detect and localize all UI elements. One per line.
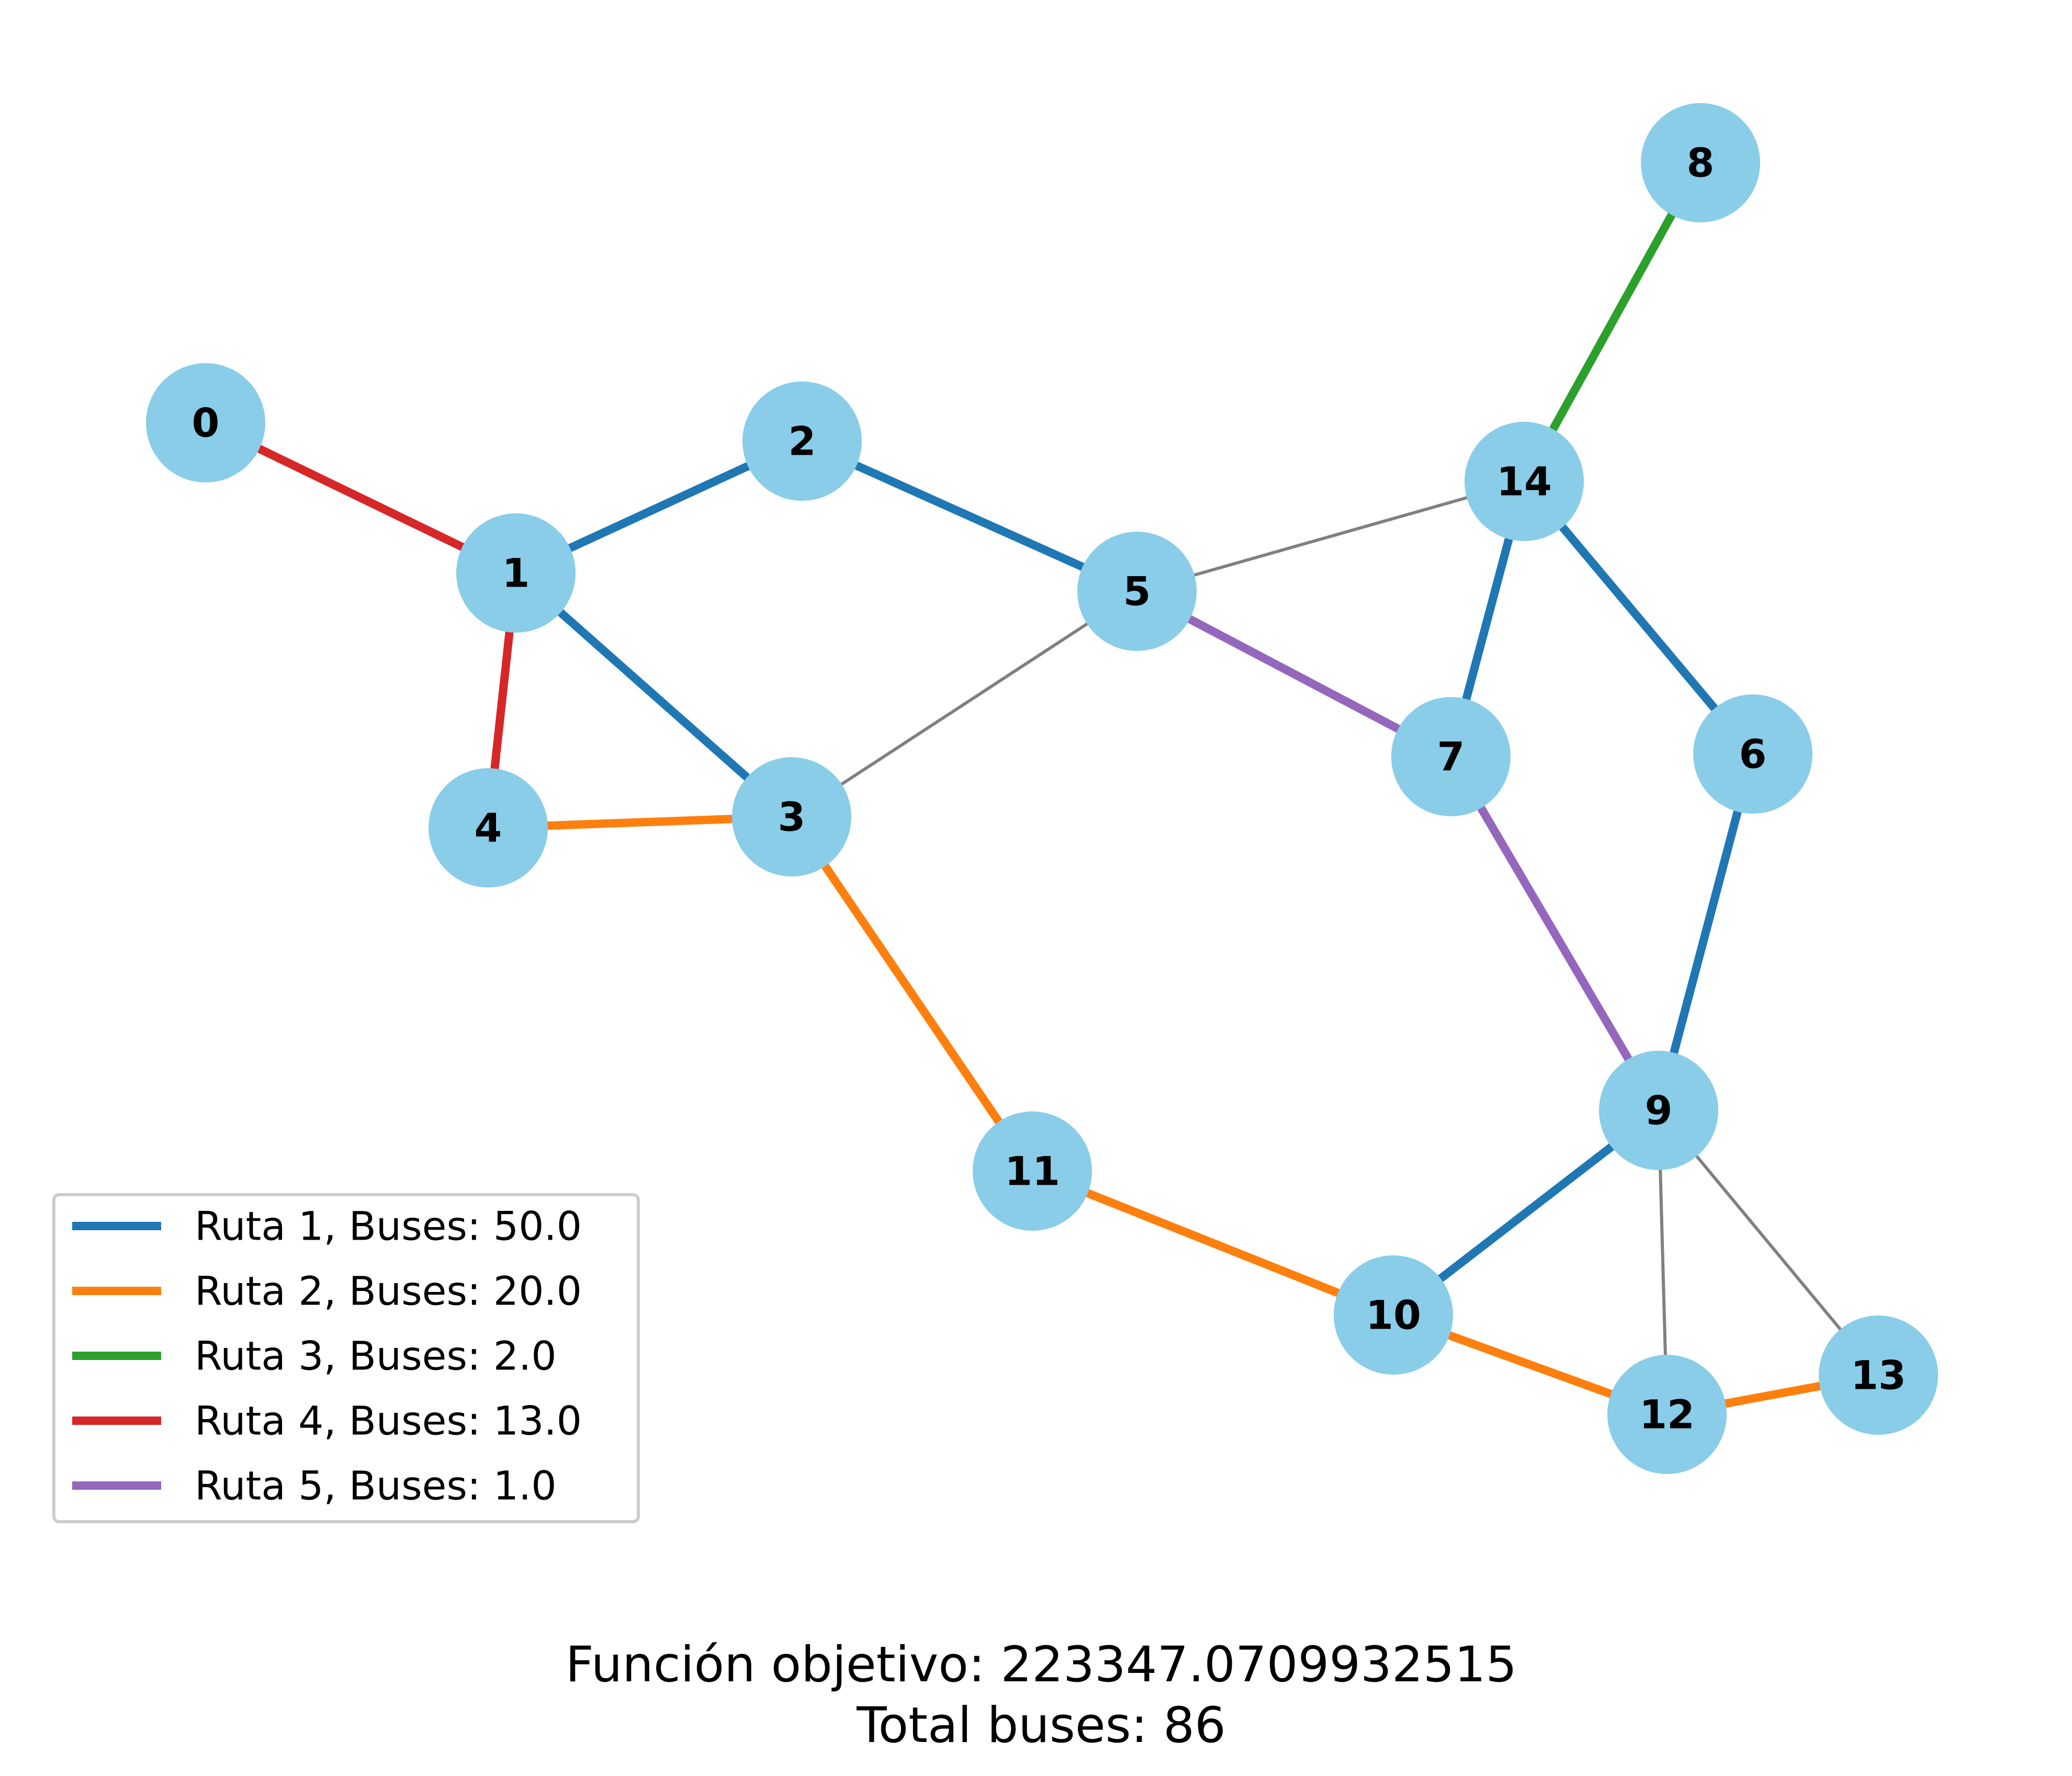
node-circle-7	[1391, 697, 1511, 816]
node-label-6: 6	[1739, 731, 1767, 778]
node-13: 13	[1819, 1316, 1938, 1435]
node-12: 12	[1607, 1355, 1727, 1474]
node-circle-12	[1607, 1355, 1727, 1474]
node-2: 2	[742, 381, 862, 501]
node-label-10: 10	[1366, 1292, 1421, 1339]
node-circle-8	[1641, 103, 1760, 222]
legend-entry-ruta3: Ruta 3, Buses: 2.0	[72, 1333, 557, 1379]
legend-entry-ruta2: Ruta 2, Buses: 20.0	[72, 1268, 582, 1314]
edge-11-10	[1031, 1167, 1395, 1319]
node-circle-2	[742, 381, 862, 501]
node-label-11: 11	[1005, 1148, 1060, 1195]
node-7: 7	[1391, 697, 1511, 816]
node-label-3: 3	[778, 794, 806, 840]
node-9: 9	[1599, 1051, 1718, 1170]
legend-frame	[52, 1193, 640, 1523]
edge-1-3	[513, 570, 795, 820]
legend-entry-ruta1: Ruta 1, Buses: 50.0	[72, 1203, 582, 1250]
node-circle-1	[456, 513, 576, 633]
node-3: 3	[732, 757, 851, 876]
node-label-7: 7	[1437, 734, 1465, 780]
node-circle-9	[1599, 1051, 1718, 1170]
node-circle-3	[732, 757, 851, 876]
node-label-13: 13	[1851, 1352, 1906, 1399]
node-label-1: 1	[502, 550, 530, 597]
node-circle-6	[1693, 694, 1812, 814]
node-label-2: 2	[789, 418, 816, 465]
node-11: 11	[973, 1111, 1092, 1231]
node-label-12: 12	[1639, 1391, 1695, 1438]
node-circle-0	[146, 363, 265, 482]
objective-function-text: Función objetivo: 223347.0709932515	[566, 1636, 1517, 1693]
node-circle-4	[429, 768, 548, 887]
node-1: 1	[456, 513, 576, 633]
edge-14-8	[1521, 161, 1704, 484]
legend-label-ruta1: Ruta 1, Buses: 50.0	[195, 1203, 582, 1250]
node-5: 5	[1077, 532, 1197, 651]
edge-7-9	[1447, 754, 1662, 1113]
legend-entry-ruta5: Ruta 5, Buses: 1.0	[72, 1463, 557, 1509]
node-label-4: 4	[475, 805, 502, 851]
total-buses-text: Total buses: 86	[856, 1697, 1226, 1754]
legend-entries: Ruta 1, Buses: 50.0 Ruta 2, Buses: 20.0 Ru…	[72, 1203, 582, 1509]
node-10: 10	[1334, 1255, 1453, 1375]
node-label-8: 8	[1687, 140, 1715, 186]
edge-3-11	[788, 814, 1036, 1174]
node-6: 6	[1693, 694, 1812, 814]
node-circle-14	[1465, 422, 1584, 541]
legend: Ruta 1, Buses: 50.0 Ruta 2, Buses: 20.0 Ru…	[52, 1193, 640, 1523]
legend-entry-ruta4: Ruta 4, Buses: 13.0	[72, 1398, 582, 1444]
node-circle-10	[1334, 1255, 1453, 1375]
legend-label-ruta2: Ruta 2, Buses: 20.0	[195, 1268, 582, 1314]
node-circle-5	[1077, 532, 1197, 651]
node-label-14: 14	[1496, 458, 1552, 505]
legend-label-ruta4: Ruta 4, Buses: 13.0	[195, 1398, 582, 1444]
node-circle-11	[973, 1111, 1092, 1231]
node-label-0: 0	[192, 400, 220, 446]
legend-label-ruta3: Ruta 3, Buses: 2.0	[195, 1333, 557, 1379]
node-0: 0	[146, 363, 265, 482]
node-label-5: 5	[1123, 568, 1151, 615]
edge-2-5	[800, 437, 1139, 595]
node-8: 8	[1641, 103, 1760, 222]
node-14: 14	[1465, 422, 1584, 541]
node-circle-13	[1819, 1316, 1938, 1435]
edge-3-5	[791, 590, 1138, 818]
legend-label-ruta5: Ruta 5, Buses: 1.0	[195, 1463, 557, 1509]
node-label-9: 9	[1645, 1087, 1673, 1134]
edge-5-14	[1136, 480, 1525, 593]
node-4: 4	[429, 768, 548, 887]
edge-6-9	[1654, 752, 1757, 1112]
